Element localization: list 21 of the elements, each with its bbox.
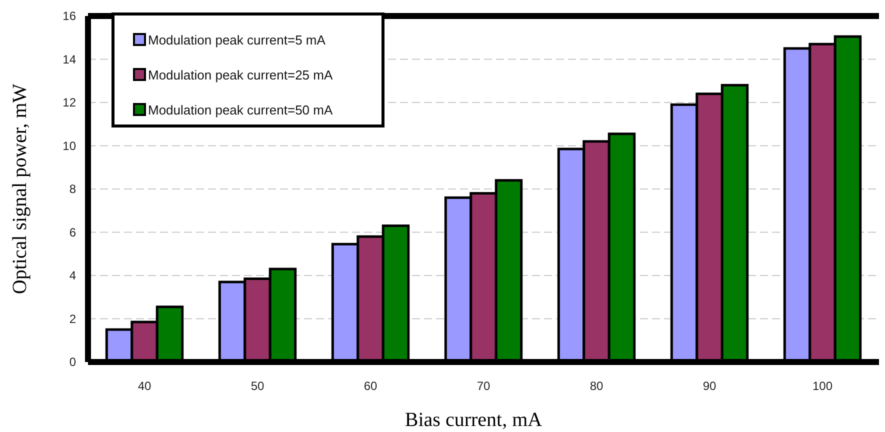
y-tick-label: 4 <box>69 268 76 283</box>
y-tick-label: 12 <box>62 96 76 110</box>
y-tick-label: 2 <box>69 312 76 326</box>
x-tick-label: 60 <box>364 379 378 393</box>
x-tick-label: 90 <box>702 379 716 393</box>
y-axis-title: Optical signal power, mW <box>9 84 31 294</box>
x-tick-label: 80 <box>590 379 604 393</box>
legend-label: Modulation peak current=25 mA <box>148 68 333 83</box>
x-tick-label: 70 <box>476 379 490 393</box>
y-tick-label: 16 <box>62 9 76 24</box>
legend-label: Modulation peak current=50 mA <box>148 102 333 118</box>
x-tick-label: 100 <box>812 379 833 393</box>
x-tick-label: 50 <box>250 379 264 393</box>
y-tick-label: 8 <box>69 182 76 196</box>
y-tick-label: 10 <box>62 138 76 153</box>
x-axis-title: Bias current, mA <box>404 409 543 431</box>
x-tick-label: 40 <box>138 379 152 393</box>
y-tick-label: 14 <box>62 52 76 66</box>
y-tick-label: 6 <box>69 225 76 240</box>
legend-label: Modulation peak current=5 mA <box>148 32 326 48</box>
y-tick-label: 0 <box>69 355 76 370</box>
